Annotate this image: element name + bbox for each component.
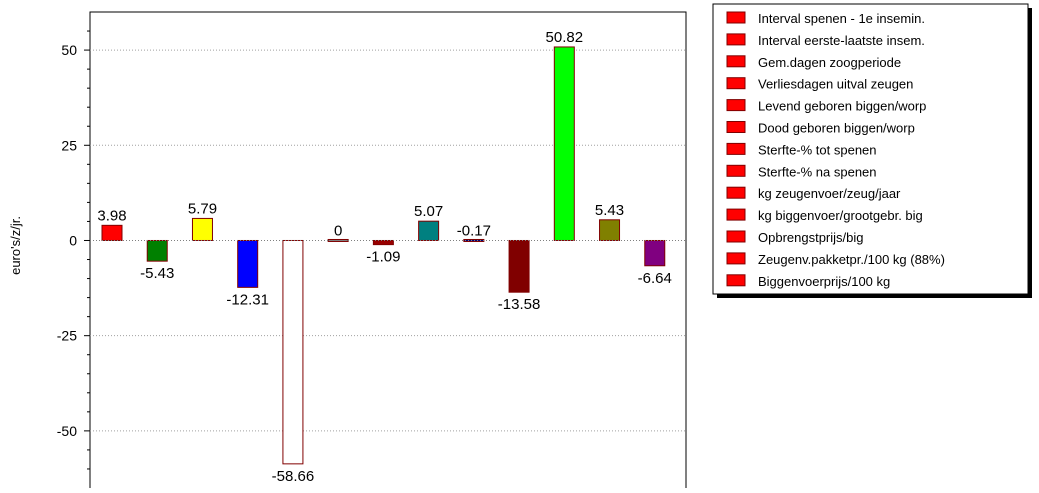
data-label: -0.17 — [457, 222, 491, 239]
legend-entry: Verliesdagen uitval zeugen — [758, 77, 913, 92]
data-label: 0 — [334, 222, 342, 239]
data-label: 5.79 — [188, 200, 217, 217]
bar-10[interactable] — [553, 46, 575, 241]
legend-swatch — [726, 164, 746, 177]
bar-2[interactable] — [191, 217, 213, 241]
data-label: 50.82 — [546, 29, 584, 46]
legend-swatch — [726, 208, 746, 221]
legend-swatch — [726, 99, 746, 112]
legend-entry: Interval eerste-laatste insem. — [758, 33, 925, 48]
legend-box — [712, 3, 1029, 295]
y-axis-title: euro's/z/jr. — [8, 216, 23, 275]
legend-entry: Gem.dagen zoogperiode — [758, 55, 901, 70]
legend-entry: Sterfte-% tot spenen — [758, 142, 877, 157]
y-tick-label: 50 — [61, 42, 77, 58]
legend-swatch — [726, 274, 746, 287]
bar-6[interactable] — [372, 239, 394, 246]
bar-3[interactable] — [237, 239, 259, 288]
legend-entry: Opbrengstprijs/big — [758, 230, 864, 245]
bar-1[interactable] — [146, 239, 168, 262]
bar-7[interactable] — [418, 220, 440, 241]
legend-swatch — [726, 121, 746, 133]
bar-9[interactable] — [508, 239, 530, 293]
legend-swatch — [726, 230, 746, 243]
bar-4[interactable] — [282, 239, 304, 465]
data-label: -6.64 — [638, 270, 672, 287]
legend-entry: Levend geboren biggen/worp — [758, 99, 926, 114]
legend-swatch — [726, 142, 746, 155]
data-label: 5.07 — [414, 203, 443, 220]
legend-entry: Zeugenv.pakketpr./100 kg (88%) — [758, 252, 945, 267]
data-label: 5.43 — [595, 202, 624, 219]
legend-entry: Sterfte-% na spenen — [758, 164, 877, 179]
plot-area — [89, 11, 687, 493]
y-tick-label: -50 — [57, 423, 77, 439]
data-label: -58.66 — [272, 468, 315, 485]
bar-11[interactable] — [599, 219, 621, 241]
legend-swatch — [726, 77, 746, 90]
data-label: -1.09 — [366, 249, 400, 266]
data-label: -5.43 — [140, 265, 174, 282]
y-tick-label: 0 — [69, 232, 77, 248]
data-label: -12.31 — [226, 291, 269, 308]
y-tick-label: 25 — [61, 137, 77, 153]
legend-entry: kg biggenvoer/grootgebr. big — [758, 208, 923, 223]
legend-entry: Dood geboren biggen/worp — [758, 121, 915, 136]
legend-swatch — [726, 55, 746, 68]
legend-entry: kg zeugenvoer/zeug/jaar — [758, 186, 901, 201]
legend-entry: Biggenvoerprijs/100 kg — [758, 274, 890, 289]
legend-swatch — [726, 33, 746, 46]
data-label: -13.58 — [498, 296, 541, 313]
legend-entry: Interval spenen - 1e insemin. — [758, 11, 925, 26]
data-label: 3.98 — [97, 207, 126, 224]
bar-0[interactable] — [101, 224, 123, 241]
legend-swatch — [726, 11, 746, 24]
bar-12[interactable] — [644, 239, 666, 267]
legend-swatch — [726, 252, 746, 265]
y-tick-label: -25 — [57, 328, 77, 344]
legend-swatch — [726, 186, 746, 199]
